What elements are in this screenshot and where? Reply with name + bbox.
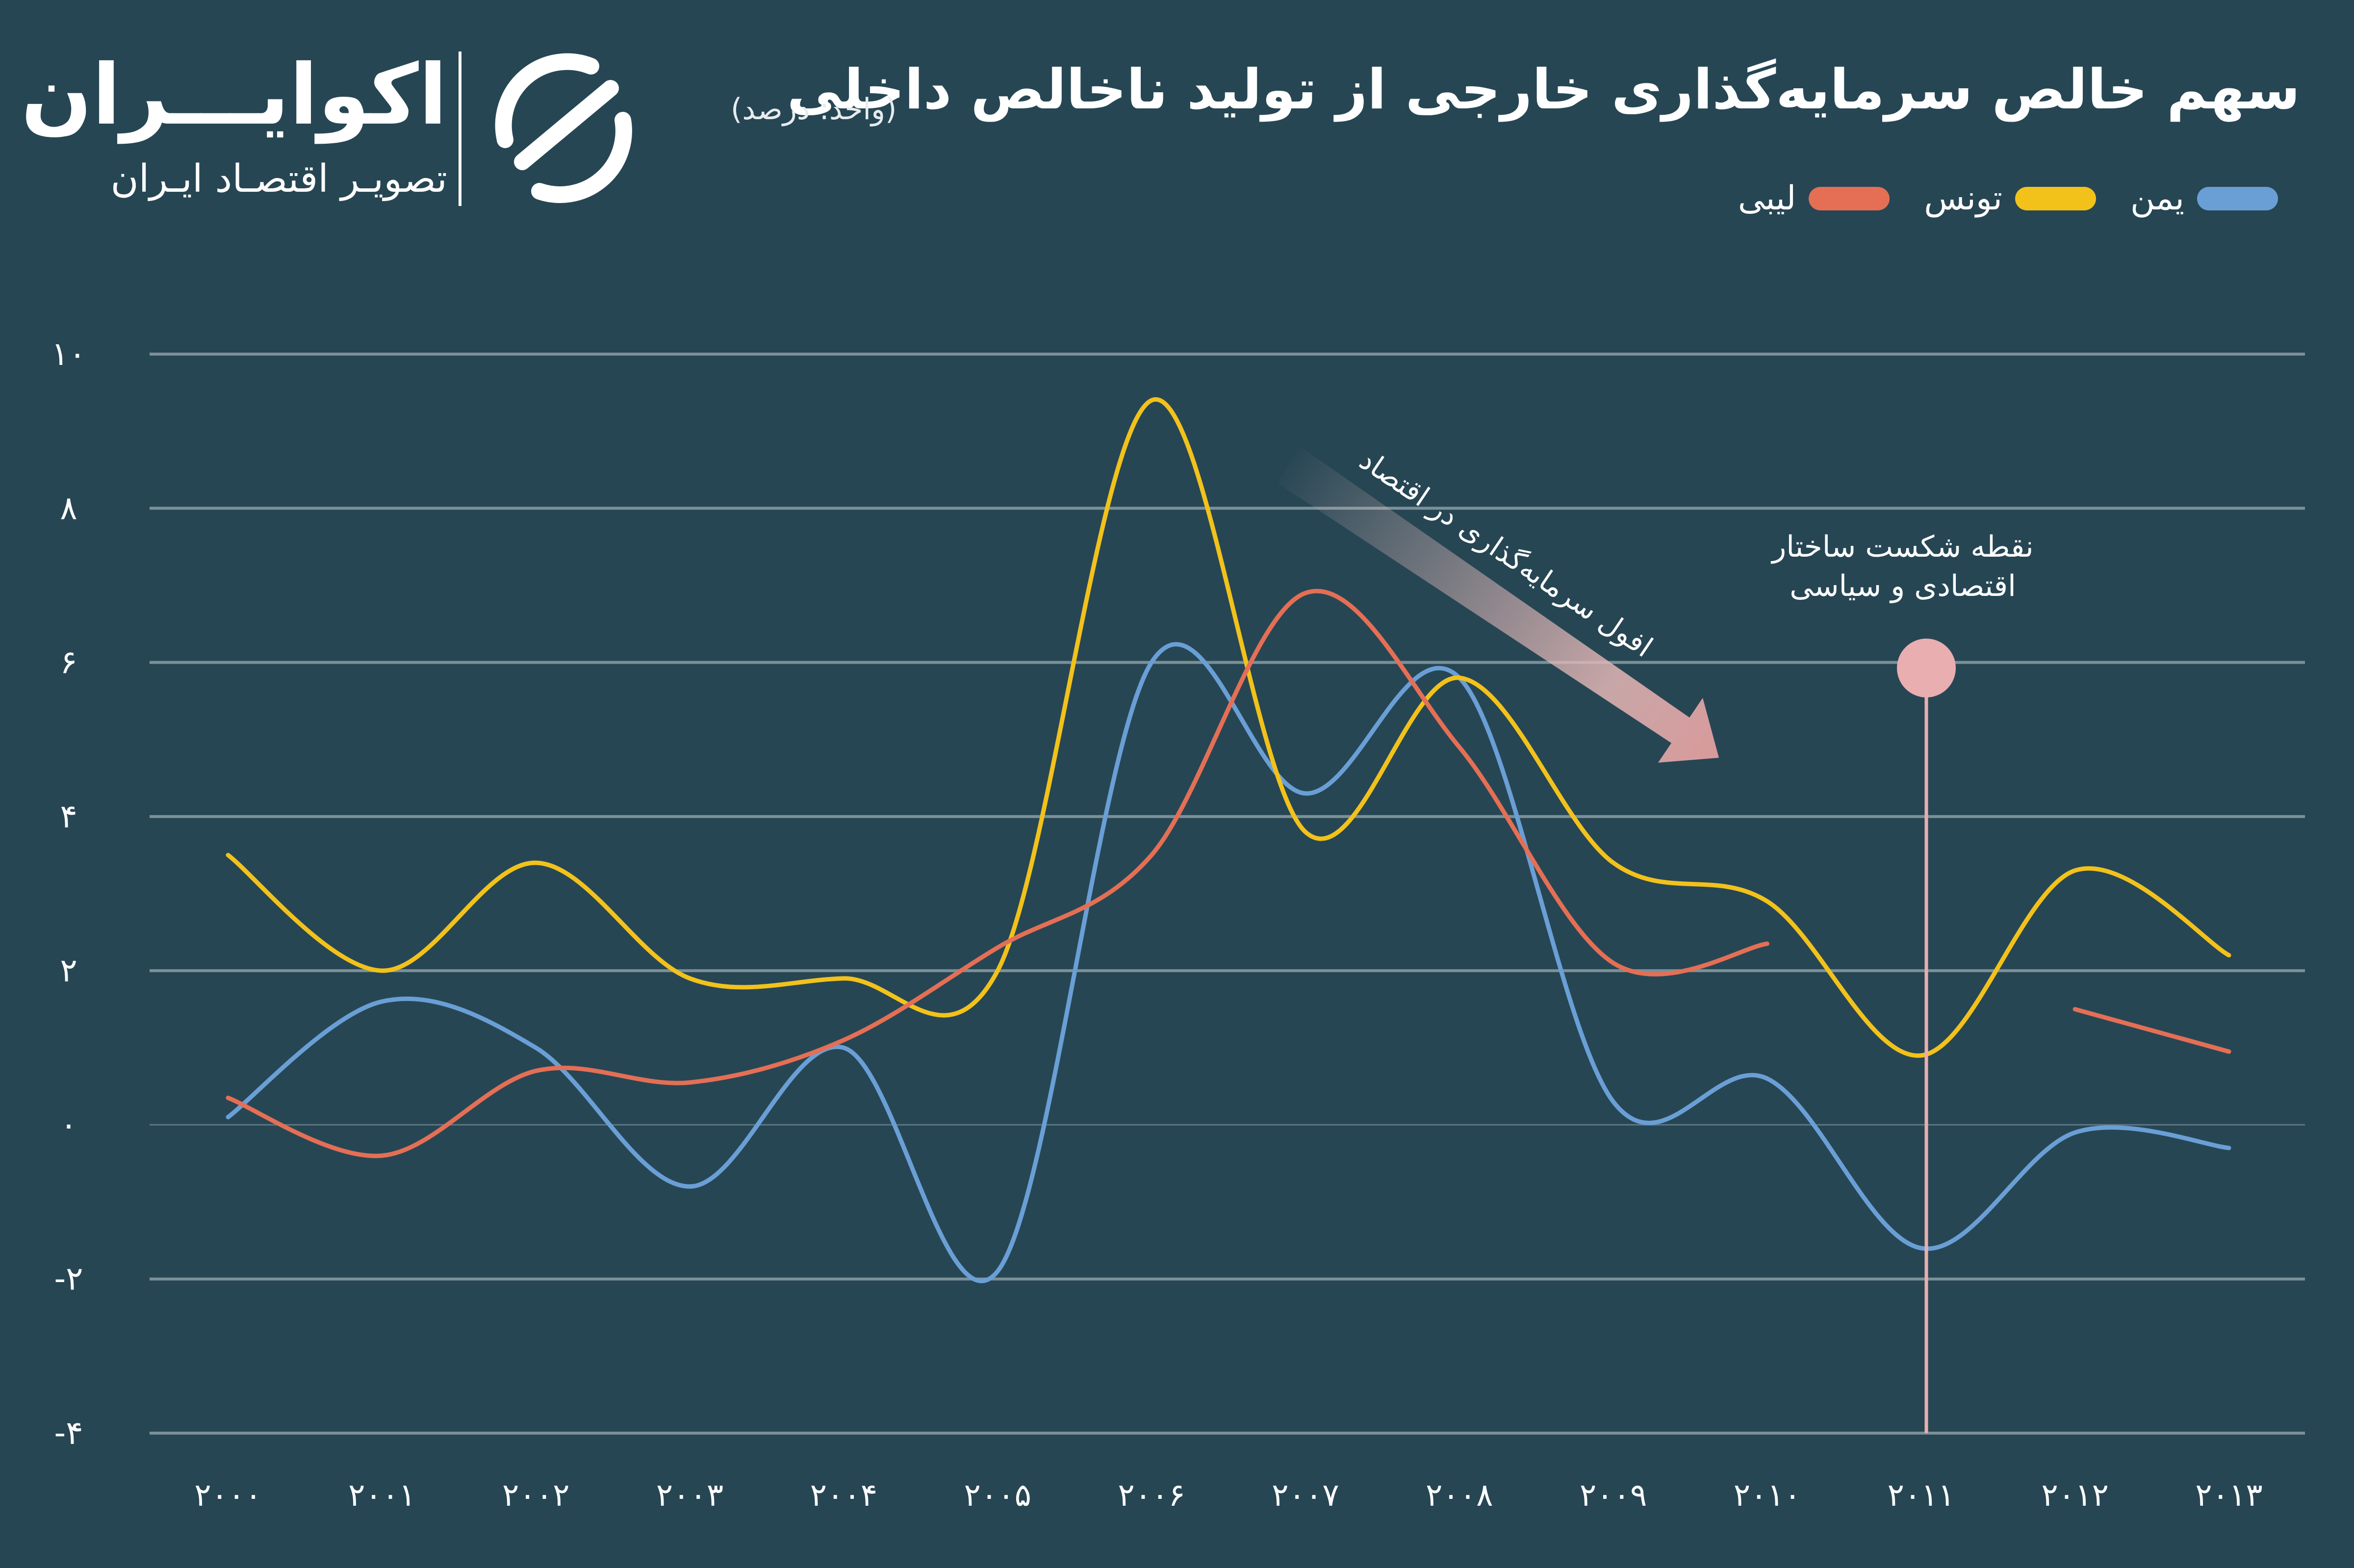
data-point-yemen [690, 1186, 691, 1187]
logo-mark-icon [495, 53, 632, 203]
data-point-tunisia [1305, 831, 1306, 832]
data-point-libya [1766, 943, 1767, 944]
data-point-tunisia [690, 978, 691, 979]
data-point-yemen [382, 1001, 383, 1002]
data-point-libya [1613, 962, 1614, 963]
x-tick-label: ۲۰۰۰ [194, 1477, 262, 1514]
x-tick-label: ۲۰۰۴ [810, 1477, 878, 1514]
data-point-yemen [536, 1047, 537, 1048]
data-point-yemen [1305, 793, 1306, 794]
x-tick-label: ۲۰۱۳ [2195, 1477, 2263, 1514]
x-tick-label: ۲۰۰۷ [1272, 1477, 1339, 1514]
data-point-tunisia [1766, 901, 1767, 902]
legend-label-yemen: یمن [2130, 179, 2184, 218]
breakpoint-annotation-line1: نقطه شکست ساختار [1770, 530, 2033, 564]
legend-label-libya: لیبی [1738, 179, 1796, 218]
x-tick-label: ۲۰۰۵ [964, 1477, 1031, 1514]
x-tick-label: ۲۰۰۱ [348, 1477, 416, 1514]
breakpoint-marker-dot [1897, 639, 1956, 697]
logo-divider [459, 51, 461, 206]
x-tick-label: ۲۰۱۰ [1734, 1477, 1801, 1514]
legend: یمن تونس لیبی [1738, 179, 2278, 218]
decline-arrow [1278, 446, 1719, 763]
data-point-tunisia [2074, 870, 2075, 871]
data-point-libya [1459, 746, 1460, 747]
chart-title: سهم خالص سرمایه‌گذاری خارجی از تولید ناخ… [787, 58, 2300, 122]
data-point-libya [1305, 592, 1306, 593]
data-point-yemen [2074, 1132, 2075, 1133]
data-point-tunisia [382, 970, 383, 971]
legend-swatch-yemen [2197, 186, 2278, 210]
y-tick-label: ۴ [60, 797, 77, 835]
legend-swatch-libya [1809, 186, 1890, 210]
data-point-tunisia [997, 970, 998, 971]
data-point-tunisia [1459, 677, 1460, 678]
data-point-tunisia [536, 862, 537, 863]
data-point-yemen [228, 1117, 229, 1118]
series-line-libya [226, 589, 1769, 1158]
data-point-libya [228, 1097, 229, 1098]
data-point-libya [690, 1082, 691, 1083]
data-point-tunisia [2228, 955, 2229, 956]
x-tick-label: ۲۰۰۶ [1118, 1477, 1185, 1514]
data-point-yemen [1766, 1078, 1767, 1079]
x-tick-label: ۲۰۰۸ [1426, 1477, 1493, 1514]
data-point-libya [2074, 1009, 2075, 1010]
chart-unit: (واحد: درصد) [731, 92, 897, 127]
data-point-libya [997, 947, 998, 948]
x-tick-label: ۲۰۰۲ [502, 1477, 570, 1514]
data-point-yemen [843, 1047, 844, 1048]
y-tick-label: ۲ [60, 951, 77, 989]
data-point-yemen [1920, 1248, 1921, 1249]
logo-name: اکوایـــران [21, 47, 447, 144]
data-point-yemen [2228, 1148, 2229, 1149]
breakpoint-annotation-line2: اقتصادی و سیاسی [1790, 569, 2016, 603]
data-point-libya [1151, 854, 1152, 855]
data-point-yemen [1613, 1101, 1614, 1102]
x-tick-label: ۲۰۰۹ [1580, 1477, 1647, 1514]
series-line-yemen [226, 642, 2231, 1284]
logo-tagline: تصویـر اقتصـاد ایـران [110, 157, 447, 201]
data-point-libya [382, 1155, 383, 1156]
brand-logo: اکوایـــران تصویـر اقتصـاد ایـران [21, 47, 638, 213]
series-line-tunisia [226, 397, 2231, 1058]
series-line-libya [2073, 1007, 2231, 1054]
y-tick-label: ۱۰ [51, 335, 86, 373]
y-tick-label: ۸ [60, 489, 77, 527]
legend-swatch-tunisia [2015, 186, 2096, 210]
data-point-tunisia [843, 978, 844, 979]
x-tick-label: ۲۰۰۳ [656, 1477, 724, 1514]
legend-item-yemen: یمن [2130, 179, 2278, 218]
data-point-tunisia [1920, 1055, 1921, 1056]
data-point-libya [843, 1040, 844, 1041]
data-point-yemen [1151, 662, 1152, 663]
data-point-libya [536, 1070, 537, 1071]
legend-item-tunisia: تونس [1924, 179, 2096, 218]
y-tick-label: ۰ [60, 1105, 77, 1143]
y-tick-label: -۴ [54, 1414, 83, 1452]
x-tick-label: ۲۰۱۲ [2041, 1477, 2109, 1514]
data-point-tunisia [1613, 862, 1614, 863]
data-point-tunisia [1151, 400, 1152, 401]
data-point-tunisia [228, 854, 229, 855]
legend-label-tunisia: تونس [1924, 179, 2002, 218]
legend-item-libya: لیبی [1738, 179, 1890, 218]
y-tick-label: -۲ [54, 1260, 83, 1298]
x-tick-label: ۲۰۱۱ [1888, 1477, 1955, 1514]
data-point-libya [2228, 1051, 2229, 1052]
y-tick-label: ۶ [60, 643, 77, 681]
data-point-yemen [997, 1271, 998, 1272]
